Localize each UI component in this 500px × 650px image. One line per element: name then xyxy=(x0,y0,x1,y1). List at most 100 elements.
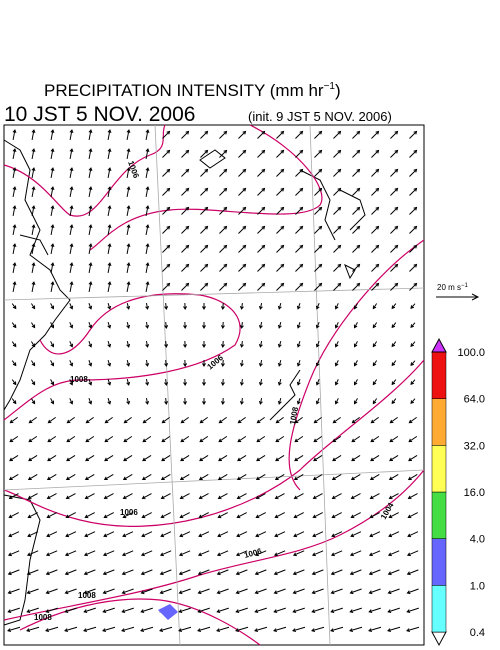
wind-arrow-head xyxy=(8,476,13,481)
wind-arrow-head xyxy=(368,590,373,595)
wind-arrow xyxy=(313,454,323,462)
wind-arrow xyxy=(126,243,130,255)
wind-arrow xyxy=(295,226,303,234)
wind-arrow-head xyxy=(185,206,190,211)
wind-arrow-head xyxy=(410,324,415,329)
wind-arrow xyxy=(257,245,265,253)
wind-arrow xyxy=(31,243,35,255)
wind-arrow xyxy=(85,435,95,443)
wind-arrow-head xyxy=(350,476,355,481)
wind-arrow xyxy=(126,302,130,310)
wind-arrow-head xyxy=(31,167,36,172)
wind-arrow-head xyxy=(102,609,107,614)
wind-arrow-head xyxy=(45,552,50,557)
wind-arrow xyxy=(142,435,152,443)
wind-arrow xyxy=(297,302,301,310)
wind-arrow xyxy=(333,226,341,234)
wind-arrow xyxy=(241,340,243,348)
wind-arrow xyxy=(313,474,323,480)
wind-arrow xyxy=(237,454,247,462)
wind-arrow xyxy=(390,188,398,196)
wind-arrow-head xyxy=(164,344,169,348)
wind-arrow-head xyxy=(107,148,112,153)
wind-arrow-head xyxy=(50,205,55,210)
colorbar-label: 32.0 xyxy=(464,440,485,452)
wind-arrow xyxy=(257,131,265,139)
wind-arrow xyxy=(409,264,417,272)
wind-arrow-head xyxy=(356,168,361,173)
wind-arrow xyxy=(256,474,266,480)
wind-arrow-head xyxy=(353,324,358,329)
wind-arrow-head xyxy=(254,628,259,632)
wind-arrow xyxy=(50,224,54,236)
wind-arrow xyxy=(165,302,167,310)
wind-arrow xyxy=(316,341,320,347)
wind-arrow-head xyxy=(197,571,202,576)
wind-arrow xyxy=(255,607,267,613)
wind-arrow xyxy=(103,531,115,537)
wind-arrow xyxy=(217,607,229,613)
wind-arrow-head xyxy=(258,362,263,367)
wind-arrow xyxy=(107,205,111,217)
wind-arrow xyxy=(278,302,282,310)
wind-arrow-head xyxy=(88,186,93,191)
wind-arrow xyxy=(11,341,17,347)
wind-arrow-head xyxy=(31,224,36,229)
wind-arrow-head xyxy=(204,282,209,287)
wind-arrow-head xyxy=(277,362,282,367)
wind-arrow-head xyxy=(258,343,263,348)
wind-arrow-head xyxy=(410,343,415,348)
wind-arrow xyxy=(372,360,378,366)
wind-arrow xyxy=(50,148,54,160)
wind-arrow xyxy=(409,416,417,424)
wind-arrow xyxy=(314,188,322,196)
wind-arrow-head xyxy=(46,514,51,519)
wind-arrow-head xyxy=(318,244,323,249)
wind-arrow-head xyxy=(142,438,147,443)
wind-arrow xyxy=(141,531,153,537)
wind-arrow-head xyxy=(351,419,356,424)
wind-arrow-head xyxy=(273,552,278,557)
wind-arrow xyxy=(165,397,167,405)
wind-arrow-head xyxy=(8,495,13,500)
wind-arrow xyxy=(238,416,246,424)
wind-arrow xyxy=(371,169,379,177)
wind-arrow xyxy=(104,512,114,518)
wind-arrow-head xyxy=(274,514,279,519)
wind-arrow xyxy=(297,321,301,329)
wind-arrow xyxy=(107,397,111,405)
wind-arrow xyxy=(200,131,208,139)
wind-arrow xyxy=(354,303,358,309)
wind-arrow xyxy=(30,398,36,404)
wind-arrow xyxy=(141,550,153,556)
wind-arrow xyxy=(50,360,54,366)
wind-arrow xyxy=(256,493,266,499)
wind-arrow-head xyxy=(126,129,131,134)
wind-arrow-head xyxy=(280,206,285,211)
wind-arrow xyxy=(256,512,266,518)
wind-arrow xyxy=(219,416,227,424)
wind-arrow-head xyxy=(261,225,266,230)
wind-arrow-head xyxy=(242,187,247,192)
wind-arrow xyxy=(332,512,342,518)
wind-arrow-head xyxy=(275,457,279,462)
wind-arrow xyxy=(352,245,360,253)
wind-arrow-head xyxy=(64,571,69,576)
wind-arrow-head xyxy=(299,282,304,287)
wind-arrow xyxy=(88,398,92,404)
wind-arrow-head xyxy=(88,305,93,310)
wind-arrow xyxy=(107,340,111,348)
wind-arrow-head xyxy=(178,552,183,557)
wind-arrow xyxy=(121,626,135,632)
wind-arrow xyxy=(219,188,227,196)
wind-arrow xyxy=(335,398,339,404)
wind-arrow-head xyxy=(330,571,335,576)
wind-arrow-head xyxy=(160,514,165,519)
wind-arrow-head xyxy=(223,149,228,154)
wind-arrow-head xyxy=(217,533,222,538)
wind-arrow-head xyxy=(164,306,169,310)
wind-arrow xyxy=(12,224,16,236)
wind-arrow xyxy=(312,588,324,594)
wind-arrow-head xyxy=(337,263,342,268)
wind-arrow xyxy=(335,379,339,385)
